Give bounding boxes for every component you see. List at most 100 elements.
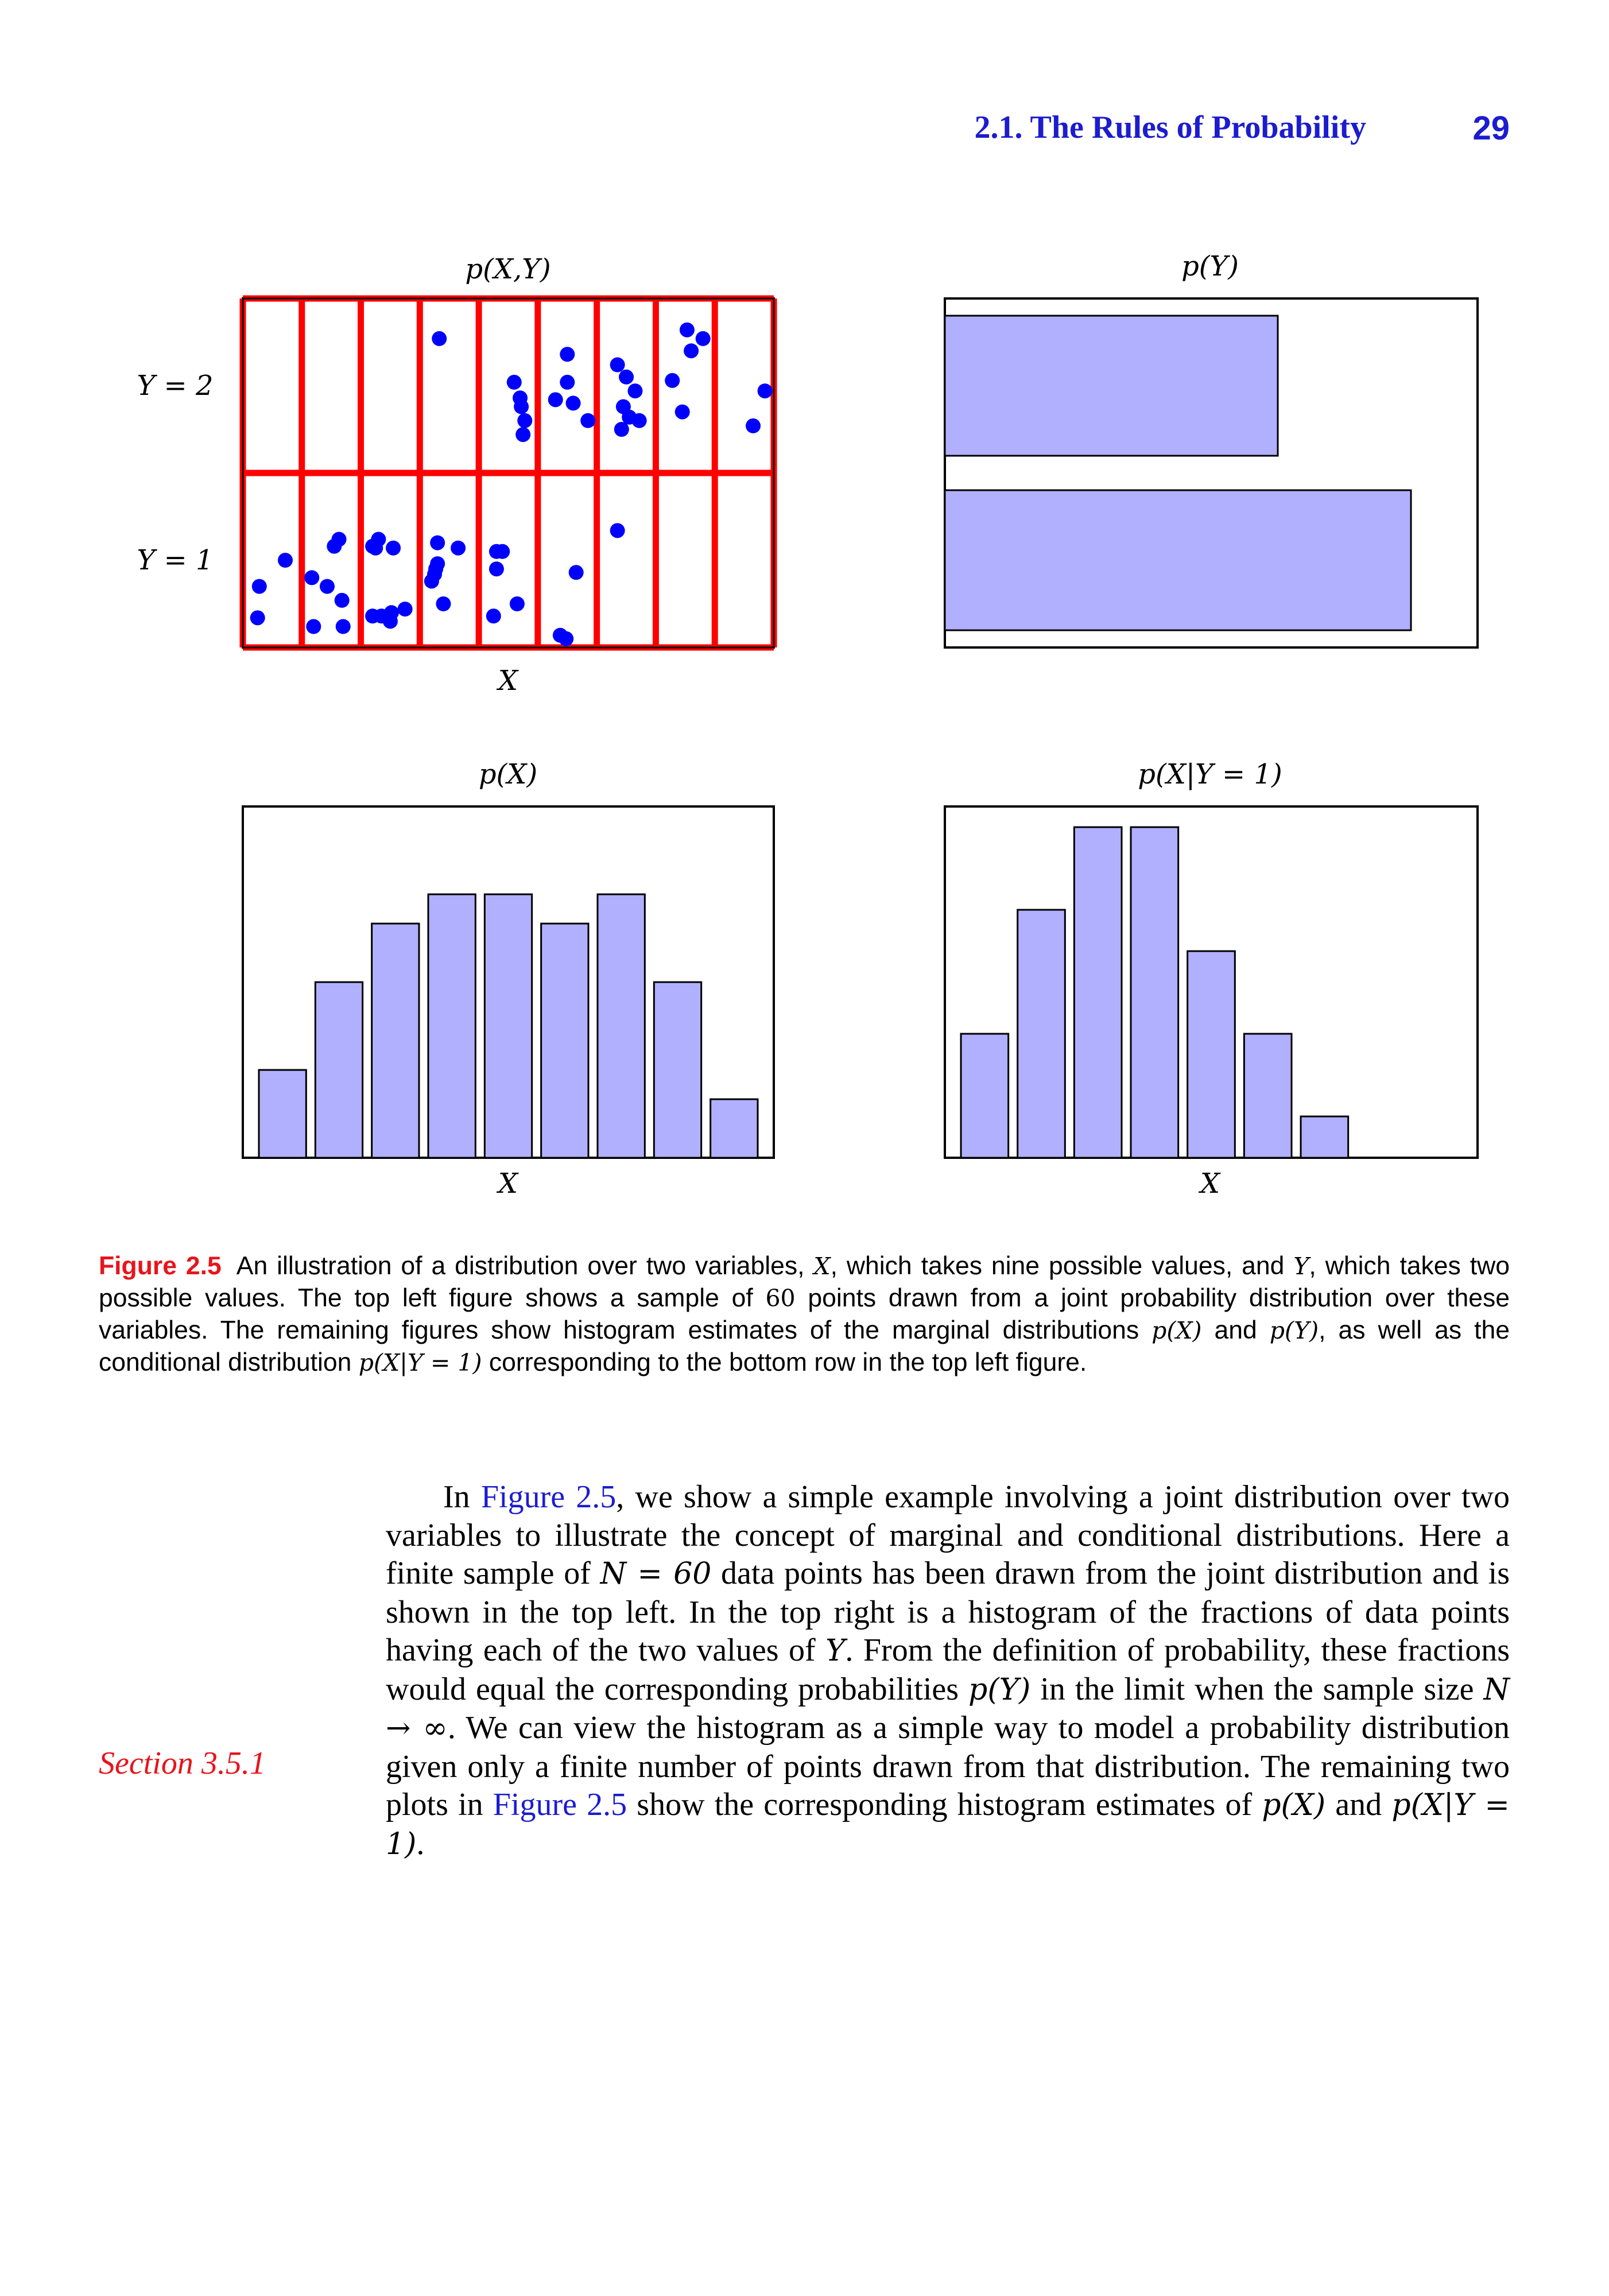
scatter-point [610,523,625,538]
scatter-point [506,374,522,390]
scatter-point [509,596,525,611]
body-text: data points has been drawn from the join… [386,1556,1510,1668]
histogram-bar [709,1098,759,1159]
panel-py: p(Y) [944,250,1479,649]
scatter-point [486,608,501,624]
histogram-bar [540,922,590,1159]
caption-math: p(Y) [1269,1317,1319,1344]
scatter-point [304,570,320,585]
margin-note-section-link[interactable]: Section 3.5.1 [99,1746,266,1781]
page-number: 29 [1472,110,1510,147]
caption-math: Y [1293,1252,1309,1280]
scatter-point [614,422,629,437]
scatter-point [559,631,574,646]
grid-outline [242,297,775,649]
caption-math: X [813,1252,831,1280]
scatter-point [436,596,451,611]
body-math: N → ∞ [386,1672,1510,1746]
body-math: p(X) [1262,1788,1326,1822]
scatter-point [615,399,631,414]
scatter-point [560,347,575,362]
scatter-point [548,392,563,408]
histogram-bar [314,981,364,1159]
scatter-point [334,592,350,608]
px-bars [258,893,759,1159]
body-text: In [443,1479,481,1515]
body-text: in the limit when the sample size [1030,1671,1484,1707]
body-math: p(Y) [968,1672,1031,1707]
scatter-point [495,544,510,559]
scatter-point [674,404,690,420]
histogram-bar [596,893,646,1159]
histogram-bar [371,922,420,1159]
pxy-bars [960,826,1350,1159]
body-text: . We can view the histogram as a simple … [386,1710,1510,1822]
figure-link[interactable]: Figure 2.5 [493,1787,627,1822]
histogram-bar [427,893,476,1159]
panel-joint: p(X,Y) Y = 2 Y = 1 X [137,253,777,697]
body-text: show the corresponding histogram estimat… [627,1787,1262,1822]
scatter-point [424,573,439,589]
histogram-bar [1243,1033,1293,1159]
scatter-point [684,343,699,359]
figure-2-5: p(X,Y) Y = 2 Y = 1 X p(Y) p(X) X p(X|Y =… [137,250,1479,1200]
scatter-point [384,605,399,620]
running-header-title: 2.1. The Rules of Probability [974,110,1366,145]
scatter-point [488,561,504,577]
histogram-bar [258,1069,307,1159]
scatter-point [368,540,383,556]
caption-text: , as well as the conditional distributio… [99,1316,1510,1376]
scatter-point [515,427,531,443]
joint-points [250,322,773,646]
joint-grid [239,295,777,651]
histogram-bar [653,981,703,1159]
histogram-bar [1130,826,1180,1159]
caption-text: and [1201,1316,1270,1344]
histogram-bar [1187,950,1236,1159]
scatter-point [306,619,321,634]
histogram-bar [1073,826,1123,1159]
scatter-point [432,331,447,346]
figure-link[interactable]: Figure 2.5 [480,1479,617,1515]
panel-pxy: p(X|Y = 1) X [944,758,1479,1200]
scatter-point [610,357,625,373]
caption-text: , which takes nine possible values, and [830,1252,1294,1280]
bar-py [944,315,1279,457]
figure-caption: Figure 2.5 An illustration of a distribut… [99,1250,1510,1379]
scatter-point [560,374,575,390]
scatter-point [430,535,445,550]
y-tick-label-2: Y = 2 [137,370,214,402]
histogram-bar [960,1033,1010,1159]
figure-label: Figure 2.5 [99,1252,222,1280]
scatter-point [565,395,581,411]
histogram-bar [1300,1115,1350,1159]
caption-text: points drawn from a joint probability di… [99,1284,1510,1344]
panel-pxy-title: p(X|Y = 1) [1138,758,1282,790]
scatter-point [746,418,761,433]
scatter-point [757,383,773,399]
panel-joint-title: p(X,Y) [465,253,550,285]
scatter-point [251,579,267,594]
body-math: N = 60 [600,1557,712,1591]
scatter-point [580,413,596,428]
body-math: p(X|Y = 1) [386,1788,1510,1861]
scatter-point [331,532,347,547]
body-text: and [1325,1787,1392,1822]
panel-py-title: p(Y) [1181,250,1239,282]
py-bars [944,315,1412,631]
caption-math: p(X|Y = 1) [358,1349,482,1376]
body-paragraph: In Figure 2.5, we show a simple example … [386,1478,1510,1863]
scatter-point [278,553,293,568]
panel-joint-xlabel: X [496,665,519,697]
bar-py [944,489,1412,631]
caption-math: p(X) [1151,1317,1202,1344]
scatter-point [428,561,444,577]
panel-px-xlabel: X [496,1168,519,1200]
scatter-point [517,413,533,428]
scatter-point [319,579,335,594]
caption-text: , which takes two possible values. The t… [99,1252,1510,1312]
caption-text: corresponding to the bottom row in the t… [482,1348,1087,1376]
caption-text: An illustration of a distribution over t… [236,1252,814,1280]
scatter-point [250,610,265,626]
caption-math: 60 [765,1285,796,1312]
